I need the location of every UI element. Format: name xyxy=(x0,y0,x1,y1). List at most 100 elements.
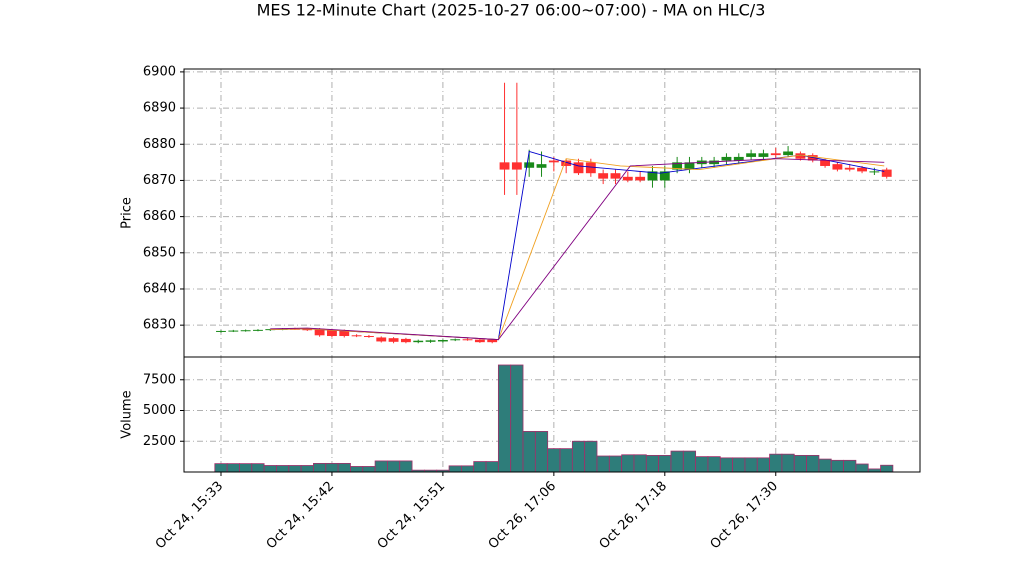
ma-line xyxy=(270,154,885,341)
volume-bar xyxy=(596,455,610,473)
volume-bar xyxy=(843,459,857,473)
candle-body xyxy=(499,162,510,170)
candle-body xyxy=(437,339,448,342)
candle-body xyxy=(363,336,374,338)
volume-bar xyxy=(658,454,672,473)
volume-bar xyxy=(559,448,573,473)
y-tick-label: 6840 xyxy=(143,281,176,296)
volume-bar xyxy=(621,454,635,473)
candle-body xyxy=(425,340,436,342)
volume-bar xyxy=(226,463,240,473)
candle-body xyxy=(758,153,769,157)
candle-body xyxy=(659,171,670,181)
volume-bar xyxy=(313,462,327,473)
candle-body xyxy=(339,330,350,337)
candle-body xyxy=(388,338,399,342)
x-tick-label: Oct 24, 15:42 xyxy=(264,479,337,552)
y-tick-label: 6860 xyxy=(143,209,176,224)
candle-body xyxy=(795,153,806,159)
volume-bar xyxy=(855,463,869,473)
volume-bar xyxy=(251,463,265,473)
candle-body xyxy=(844,167,855,170)
candle-body xyxy=(622,176,633,181)
candle-body xyxy=(598,173,609,179)
volume-bar xyxy=(571,440,586,473)
x-tick-label: Oct 24, 15:33 xyxy=(153,479,226,552)
price-frame xyxy=(183,68,921,358)
candle-body xyxy=(721,156,732,161)
candle-body xyxy=(450,339,461,341)
y-tick-label: 2500 xyxy=(143,434,176,449)
candle-body xyxy=(881,169,892,177)
volume-bar xyxy=(880,464,894,473)
volume-bar xyxy=(448,465,462,473)
candle-body xyxy=(400,338,411,343)
volume-bar xyxy=(300,465,314,473)
volume-bar xyxy=(732,457,746,473)
x-tick-label: Oct 26, 17:06 xyxy=(486,479,559,552)
volume-bar xyxy=(818,458,832,473)
y-tick-label: 5000 xyxy=(143,403,176,418)
candle-body xyxy=(610,173,621,179)
candle-body xyxy=(820,160,831,166)
y-tick-label: 6890 xyxy=(143,101,176,116)
candle-body xyxy=(635,176,646,181)
volume-bar xyxy=(695,456,709,473)
volume-bar xyxy=(460,465,475,473)
volume-bar xyxy=(584,440,598,473)
volume-bar xyxy=(263,465,277,473)
volume-bar xyxy=(497,364,512,473)
volume-bar xyxy=(547,448,561,473)
volume-bar xyxy=(485,461,499,473)
volume-bar xyxy=(288,465,302,473)
candle-body xyxy=(746,153,757,157)
y-tick-label: 6870 xyxy=(143,173,176,188)
volume-bar xyxy=(744,457,758,473)
y-tick-label: 6900 xyxy=(143,64,176,79)
y-tick-label: 7500 xyxy=(143,372,176,387)
volume-bar xyxy=(276,465,290,473)
y-tick-label: 6850 xyxy=(143,245,176,260)
candle-body xyxy=(413,340,424,343)
candle-body xyxy=(376,337,387,342)
candle-body xyxy=(487,339,498,343)
candle-body xyxy=(684,162,695,170)
volume-bar xyxy=(793,454,807,473)
volume-bar xyxy=(387,460,401,473)
candle-body xyxy=(733,156,744,161)
volume-frame xyxy=(183,356,921,473)
candle-body xyxy=(253,329,263,331)
candle-body xyxy=(474,339,485,343)
volume-bar xyxy=(645,454,660,473)
candle-body xyxy=(302,329,313,331)
ma-line xyxy=(270,158,885,341)
y-axis-label: Volume xyxy=(120,390,135,438)
candle-body xyxy=(240,330,251,332)
candle-body xyxy=(857,167,867,172)
volume-bar xyxy=(719,457,734,473)
volume-bar xyxy=(473,461,487,473)
candle-body xyxy=(265,329,276,331)
candle-body xyxy=(672,162,683,170)
volume-bar xyxy=(399,460,413,473)
volume-bar xyxy=(239,463,253,473)
candle-body xyxy=(573,162,584,174)
volume-bar xyxy=(682,450,697,473)
candle-body xyxy=(462,339,473,341)
candle-body xyxy=(561,160,572,166)
volume-bar xyxy=(337,462,351,473)
y-tick-label: 6880 xyxy=(143,137,176,152)
volume-bar xyxy=(608,455,623,473)
y-axis-label: Price xyxy=(120,197,135,229)
volume-bar xyxy=(325,462,339,473)
candle-body xyxy=(869,171,880,173)
candle-body xyxy=(783,151,794,156)
candle-body xyxy=(548,160,559,163)
volume-bar xyxy=(522,431,536,473)
candle-body xyxy=(228,330,239,332)
x-tick-label: Oct 26, 17:18 xyxy=(597,479,670,552)
volume-bar xyxy=(633,454,647,473)
volume-bar xyxy=(806,454,820,473)
volume-bar xyxy=(374,460,388,473)
